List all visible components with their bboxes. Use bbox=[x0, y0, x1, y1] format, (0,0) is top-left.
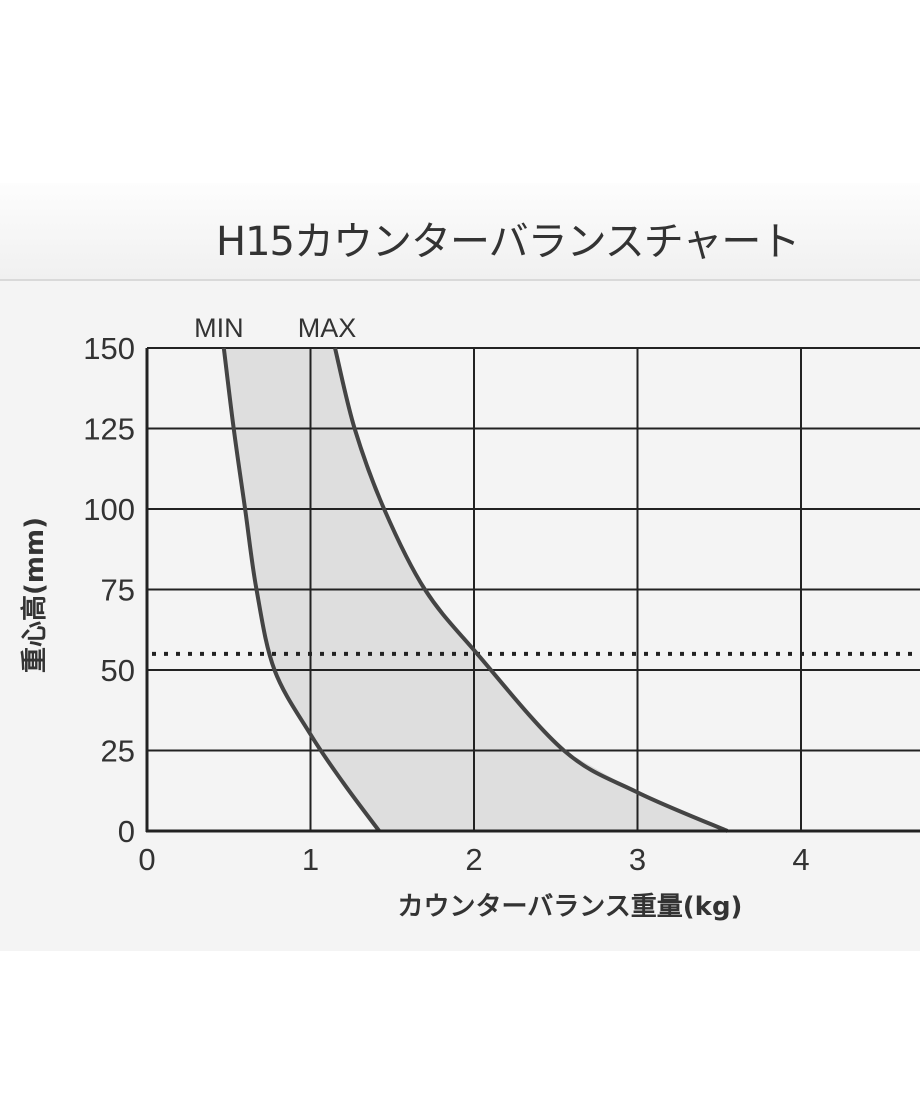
x-tick-label: 0 bbox=[138, 842, 155, 877]
x-axis-label: カウンターバランス重量(kg) bbox=[398, 892, 743, 922]
y-tick-label: 75 bbox=[101, 573, 135, 608]
y-tick-label: 25 bbox=[101, 734, 135, 769]
series-label-min: MIN bbox=[194, 313, 244, 343]
x-tick-label: 3 bbox=[629, 842, 646, 877]
x-tick-label: 4 bbox=[792, 842, 809, 877]
y-tick-label: 125 bbox=[83, 412, 135, 447]
curve-max bbox=[333, 347, 729, 833]
chart-title: H15カウンターバランスチャート bbox=[216, 219, 800, 265]
x-tick-label: 2 bbox=[465, 842, 482, 877]
y-tick-label: 150 bbox=[83, 331, 135, 366]
x-tick-label: 1 bbox=[302, 842, 319, 877]
chart-header: H15カウンターバランスチャート bbox=[0, 183, 920, 281]
y-tick-label: 50 bbox=[101, 653, 135, 688]
y-tick-label: 0 bbox=[118, 814, 135, 849]
curve-min bbox=[221, 347, 381, 833]
series-label-max: MAX bbox=[298, 313, 357, 343]
min-max-band bbox=[223, 348, 728, 831]
y-tick-label: 100 bbox=[83, 492, 135, 527]
y-axis-label: 重心高(mm) bbox=[19, 517, 50, 673]
